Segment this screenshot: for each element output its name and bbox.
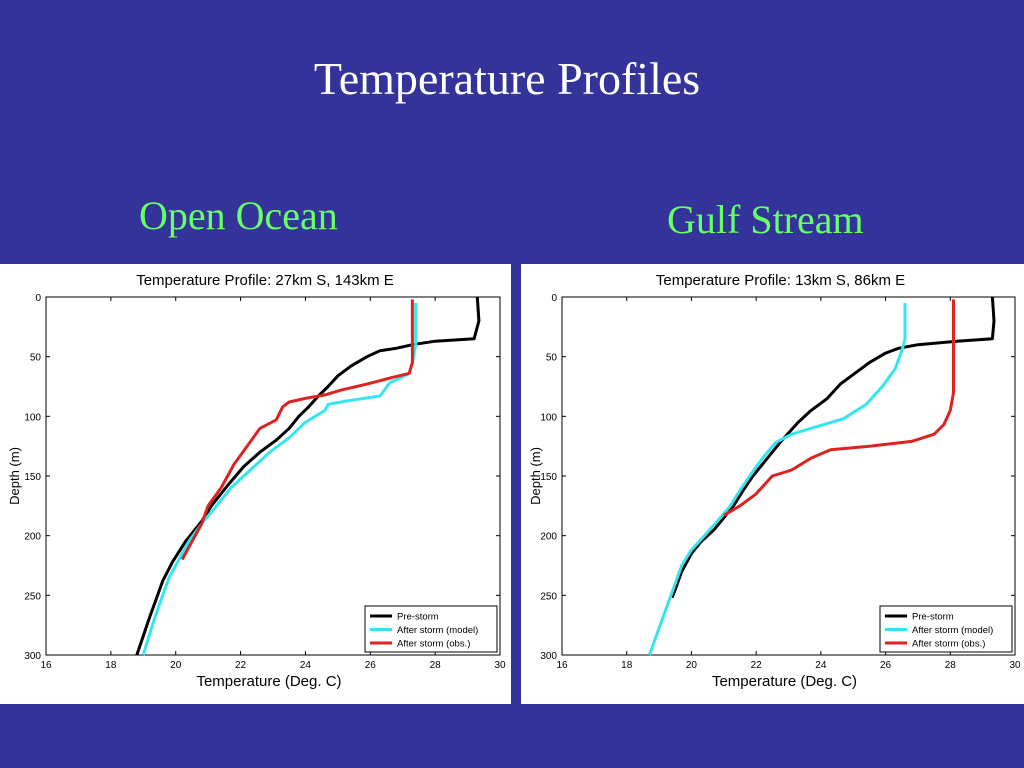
x-tick-label: 16 xyxy=(40,660,52,671)
legend-label-after-storm-obs: After storm (obs.) xyxy=(397,639,470,650)
x-tick-label: 28 xyxy=(945,660,957,671)
slide-title: Temperature Profiles xyxy=(313,53,701,104)
y-tick-label: 50 xyxy=(546,353,558,364)
y-tick-label: 150 xyxy=(540,472,557,483)
y-tick-label: 250 xyxy=(540,591,557,602)
x-tick-label: 22 xyxy=(235,660,247,671)
series-line-after-storm-obs xyxy=(180,299,414,561)
legend-label-after-storm-obs: After storm (obs.) xyxy=(912,639,985,650)
y-tick-label: 0 xyxy=(551,293,557,304)
x-axis-label: Temperature (Deg. C) xyxy=(712,673,857,690)
series-line-pre-storm xyxy=(670,296,996,599)
y-axis-label: Depth (m) xyxy=(528,447,543,505)
x-tick-label: 24 xyxy=(815,660,827,671)
series-line-after-storm-obs xyxy=(723,299,955,517)
x-tick-label: 24 xyxy=(300,660,312,671)
gulf-stream-chart-panel: Temperature Profile: 13km S, 86km E 16 18 2… xyxy=(521,264,1024,704)
legend-label-after-storm-model: After storm (model) xyxy=(912,625,993,636)
y-tick-label: 300 xyxy=(540,651,557,662)
plot-frame xyxy=(45,296,501,656)
gulf-stream-profile-chart: Temperature Profile: 13km S, 86km E 16 18 2… xyxy=(528,272,1021,690)
x-tick-label: 20 xyxy=(686,660,698,671)
x-tick-label: 16 xyxy=(556,660,568,671)
y-tick-label: 50 xyxy=(30,353,42,364)
x-tick-label: 28 xyxy=(430,660,442,671)
series-line-after-storm-model xyxy=(141,303,418,656)
x-tick-label: 18 xyxy=(621,660,633,671)
open-ocean-chart-panel: Temperature Profile: 27km S, 143km E 16 18… xyxy=(0,264,511,704)
gulf-stream-subtitle: Gulf Stream xyxy=(667,197,864,242)
series-line-after-storm-model xyxy=(647,303,907,656)
y-tick-label: 200 xyxy=(24,532,41,543)
x-tick-label: 30 xyxy=(494,660,506,671)
x-tick-label: 20 xyxy=(170,660,182,671)
x-tick-label: 30 xyxy=(1009,660,1021,671)
x-axis-label: Temperature (Deg. C) xyxy=(196,673,341,690)
chart-title: Temperature Profile: 27km S, 143km E xyxy=(136,272,394,289)
chart-title: Temperature Profile: 13km S, 86km E xyxy=(656,272,905,289)
y-tick-label: 150 xyxy=(24,472,41,483)
open-ocean-subtitle: Open Ocean xyxy=(139,193,338,238)
y-axis-label: Depth (m) xyxy=(7,447,22,505)
y-tick-label: 100 xyxy=(540,412,557,423)
y-tick-label: 0 xyxy=(35,293,41,304)
x-tick-label: 26 xyxy=(880,660,892,671)
y-tick-label: 100 xyxy=(24,412,41,423)
legend-label-pre-storm: Pre-storm xyxy=(912,612,954,623)
series-line-pre-storm xyxy=(135,296,481,656)
x-tick-label: 26 xyxy=(365,660,377,671)
y-tick-label: 250 xyxy=(24,591,41,602)
y-tick-label: 300 xyxy=(24,651,41,662)
plot-frame xyxy=(561,296,1016,656)
x-tick-label: 22 xyxy=(751,660,763,671)
y-tick-label: 200 xyxy=(540,532,557,543)
open-ocean-profile-chart: Temperature Profile: 27km S, 143km E 16 18… xyxy=(7,272,506,690)
x-tick-label: 18 xyxy=(105,660,117,671)
legend-label-after-storm-model: After storm (model) xyxy=(397,625,478,636)
legend-label-pre-storm: Pre-storm xyxy=(397,612,439,623)
